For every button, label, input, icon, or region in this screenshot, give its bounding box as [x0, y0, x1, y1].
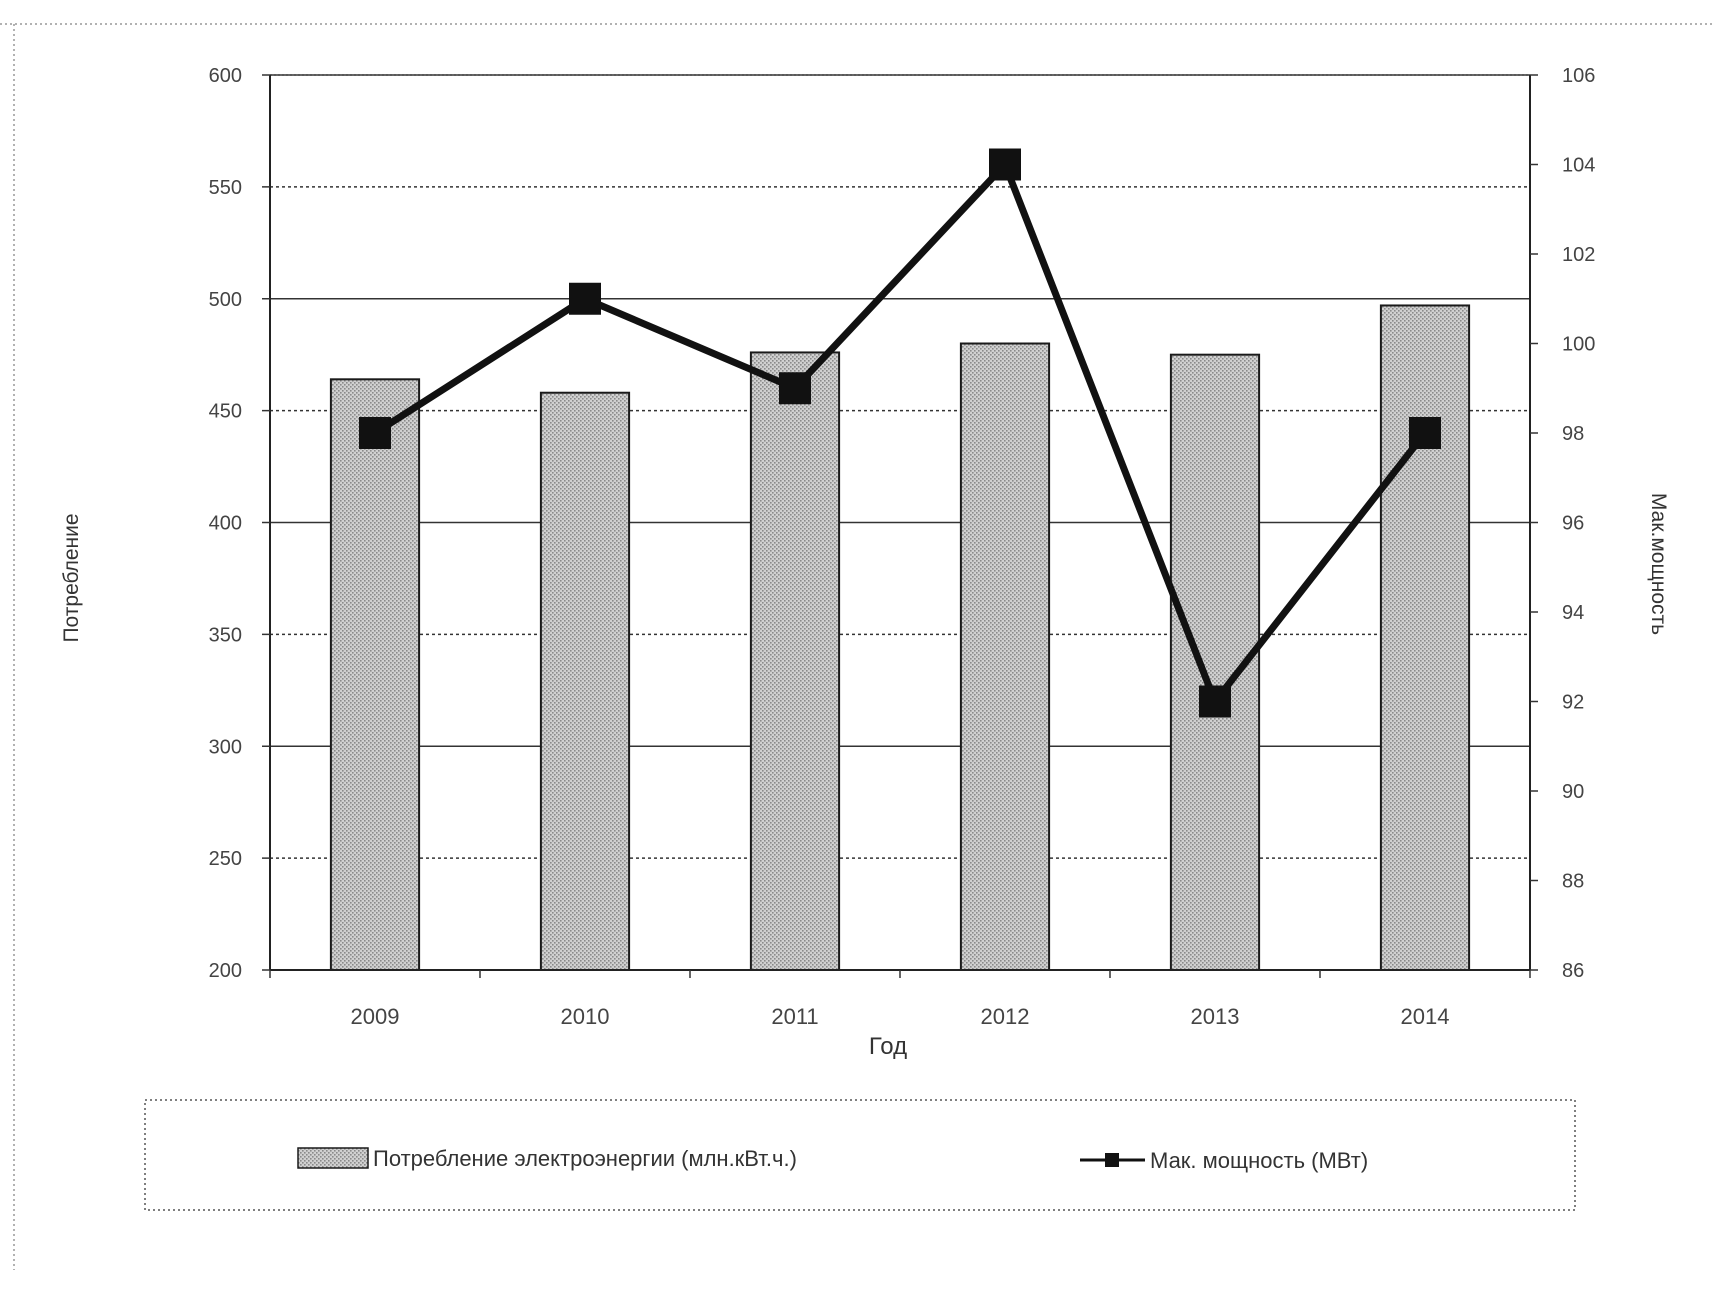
x-tick-label: 2012	[981, 1004, 1030, 1029]
legend-box	[144, 1099, 1576, 1211]
line-layer	[359, 148, 1441, 718]
x-tick-label: 2011	[771, 1004, 818, 1029]
bar	[329, 378, 421, 971]
y2-tick-label: 94	[1562, 602, 1584, 624]
line-point	[1199, 685, 1231, 718]
y-tick-label: 400	[209, 513, 242, 535]
x-tick-label: 2013	[1191, 1004, 1240, 1029]
y-tick-label: 300	[209, 736, 242, 758]
y-tick-label: 550	[209, 177, 242, 199]
y2-tick-label: 104	[1562, 155, 1595, 177]
legend-bar-swatch	[297, 1147, 369, 1169]
y2-tick-label: 96	[1562, 513, 1584, 535]
bar	[1379, 304, 1471, 971]
bar	[749, 351, 841, 971]
bars-layer	[329, 304, 1471, 972]
x-tick-label: 2009	[351, 1004, 400, 1029]
legend-line-label: Мак. мощность (МВт)	[1150, 1148, 1368, 1173]
y2-axis-title: Мак.мощность	[1647, 493, 1670, 635]
ticks-layer: 200 250 300 350 400 450 500 550 600 86 88 90 92 94 96 9…	[209, 65, 1596, 1029]
legend-bar-label: Потребление электроэнергии (млн.кВт.ч.)	[373, 1146, 797, 1171]
line-point	[359, 417, 391, 449]
x-axis-title: Год	[869, 1033, 907, 1060]
line-point	[779, 372, 811, 405]
y2-tick-label: 88	[1562, 871, 1584, 893]
legend-line-marker	[1105, 1153, 1119, 1167]
bar	[959, 342, 1051, 971]
y2-tick-label: 102	[1562, 244, 1595, 266]
line-point	[989, 148, 1021, 181]
y2-tick-label: 100	[1562, 334, 1595, 356]
series-line	[373, 161, 1428, 705]
x-tick-label: 2010	[561, 1004, 610, 1029]
bar	[539, 391, 631, 972]
x-tick-label: 2014	[1401, 1004, 1450, 1029]
y2-tick-label: 86	[1562, 960, 1584, 982]
y2-tick-label: 90	[1562, 781, 1584, 803]
line-point	[569, 282, 601, 315]
y-tick-label: 500	[209, 289, 242, 311]
grid-layer	[270, 74, 1530, 971]
y2-tick-label: 92	[1562, 692, 1584, 714]
y-tick-label: 250	[209, 848, 242, 870]
y-tick-label: 600	[209, 65, 242, 87]
y2-tick-label: 98	[1562, 423, 1584, 445]
y-tick-label: 350	[209, 624, 242, 646]
y-tick-label: 450	[209, 401, 242, 423]
y-tick-label: 200	[209, 960, 242, 982]
y-axis-title: Потребление	[60, 513, 83, 642]
line-point	[1409, 417, 1441, 449]
y2-tick-label: 106	[1562, 65, 1595, 87]
